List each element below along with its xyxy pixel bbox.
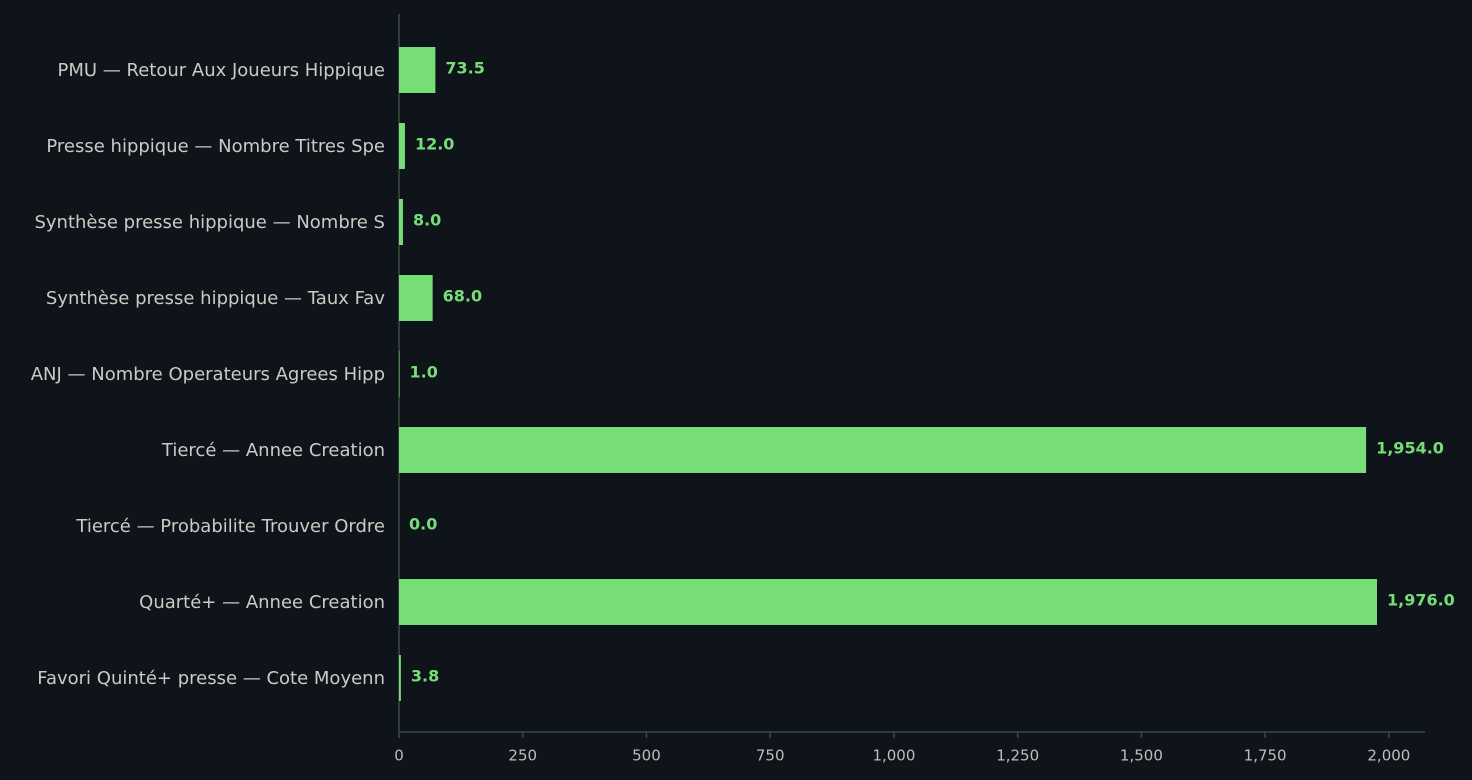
value-label: 1,954.0 [1376,439,1444,458]
x-tick-label: 1,250 [996,747,1039,765]
bar [399,275,433,321]
x-tick-label: 1,000 [872,747,915,765]
value-label: 68.0 [443,287,482,306]
x-tick-label: 500 [632,747,661,765]
y-tick-label: Presse hippique — Nombre Titres Spe [46,136,385,157]
value-label: 0.0 [409,515,437,534]
y-tick-label: Favori Quinté+ presse — Cote Moyenn [37,668,385,689]
value-label: 3.8 [411,667,439,686]
y-tick-label: Synthèse presse hippique — Taux Fav [46,288,385,309]
x-tick-label: 1,750 [1244,747,1287,765]
bar [399,123,405,169]
bar [399,427,1367,473]
x-tick-label: 750 [756,747,785,765]
x-tick-label: 2,000 [1367,747,1410,765]
value-label: 1.0 [409,363,437,382]
bar [399,199,403,245]
y-tick-label: Tiercé — Annee Creation [161,440,385,461]
value-label: 1,976.0 [1387,591,1455,610]
y-tick-label: Synthèse presse hippique — Nombre S [34,212,385,233]
bar [399,47,436,93]
x-tick-label: 1,500 [1120,747,1163,765]
value-label: 12.0 [415,135,454,154]
y-tick-label: PMU — Retour Aux Joueurs Hippique [58,60,385,81]
value-label: 73.5 [445,59,484,78]
x-tick-label: 0 [394,747,404,765]
y-tick-label: Tiercé — Probabilite Trouver Ordre [75,516,385,537]
y-tick-label: Quarté+ — Annee Creation [139,592,385,613]
bar [399,579,1377,625]
y-tick-label: ANJ — Nombre Operateurs Agrees Hipp [31,364,385,385]
bar [399,655,401,701]
x-tick-label: 250 [508,747,537,765]
value-label: 8.0 [413,211,441,230]
